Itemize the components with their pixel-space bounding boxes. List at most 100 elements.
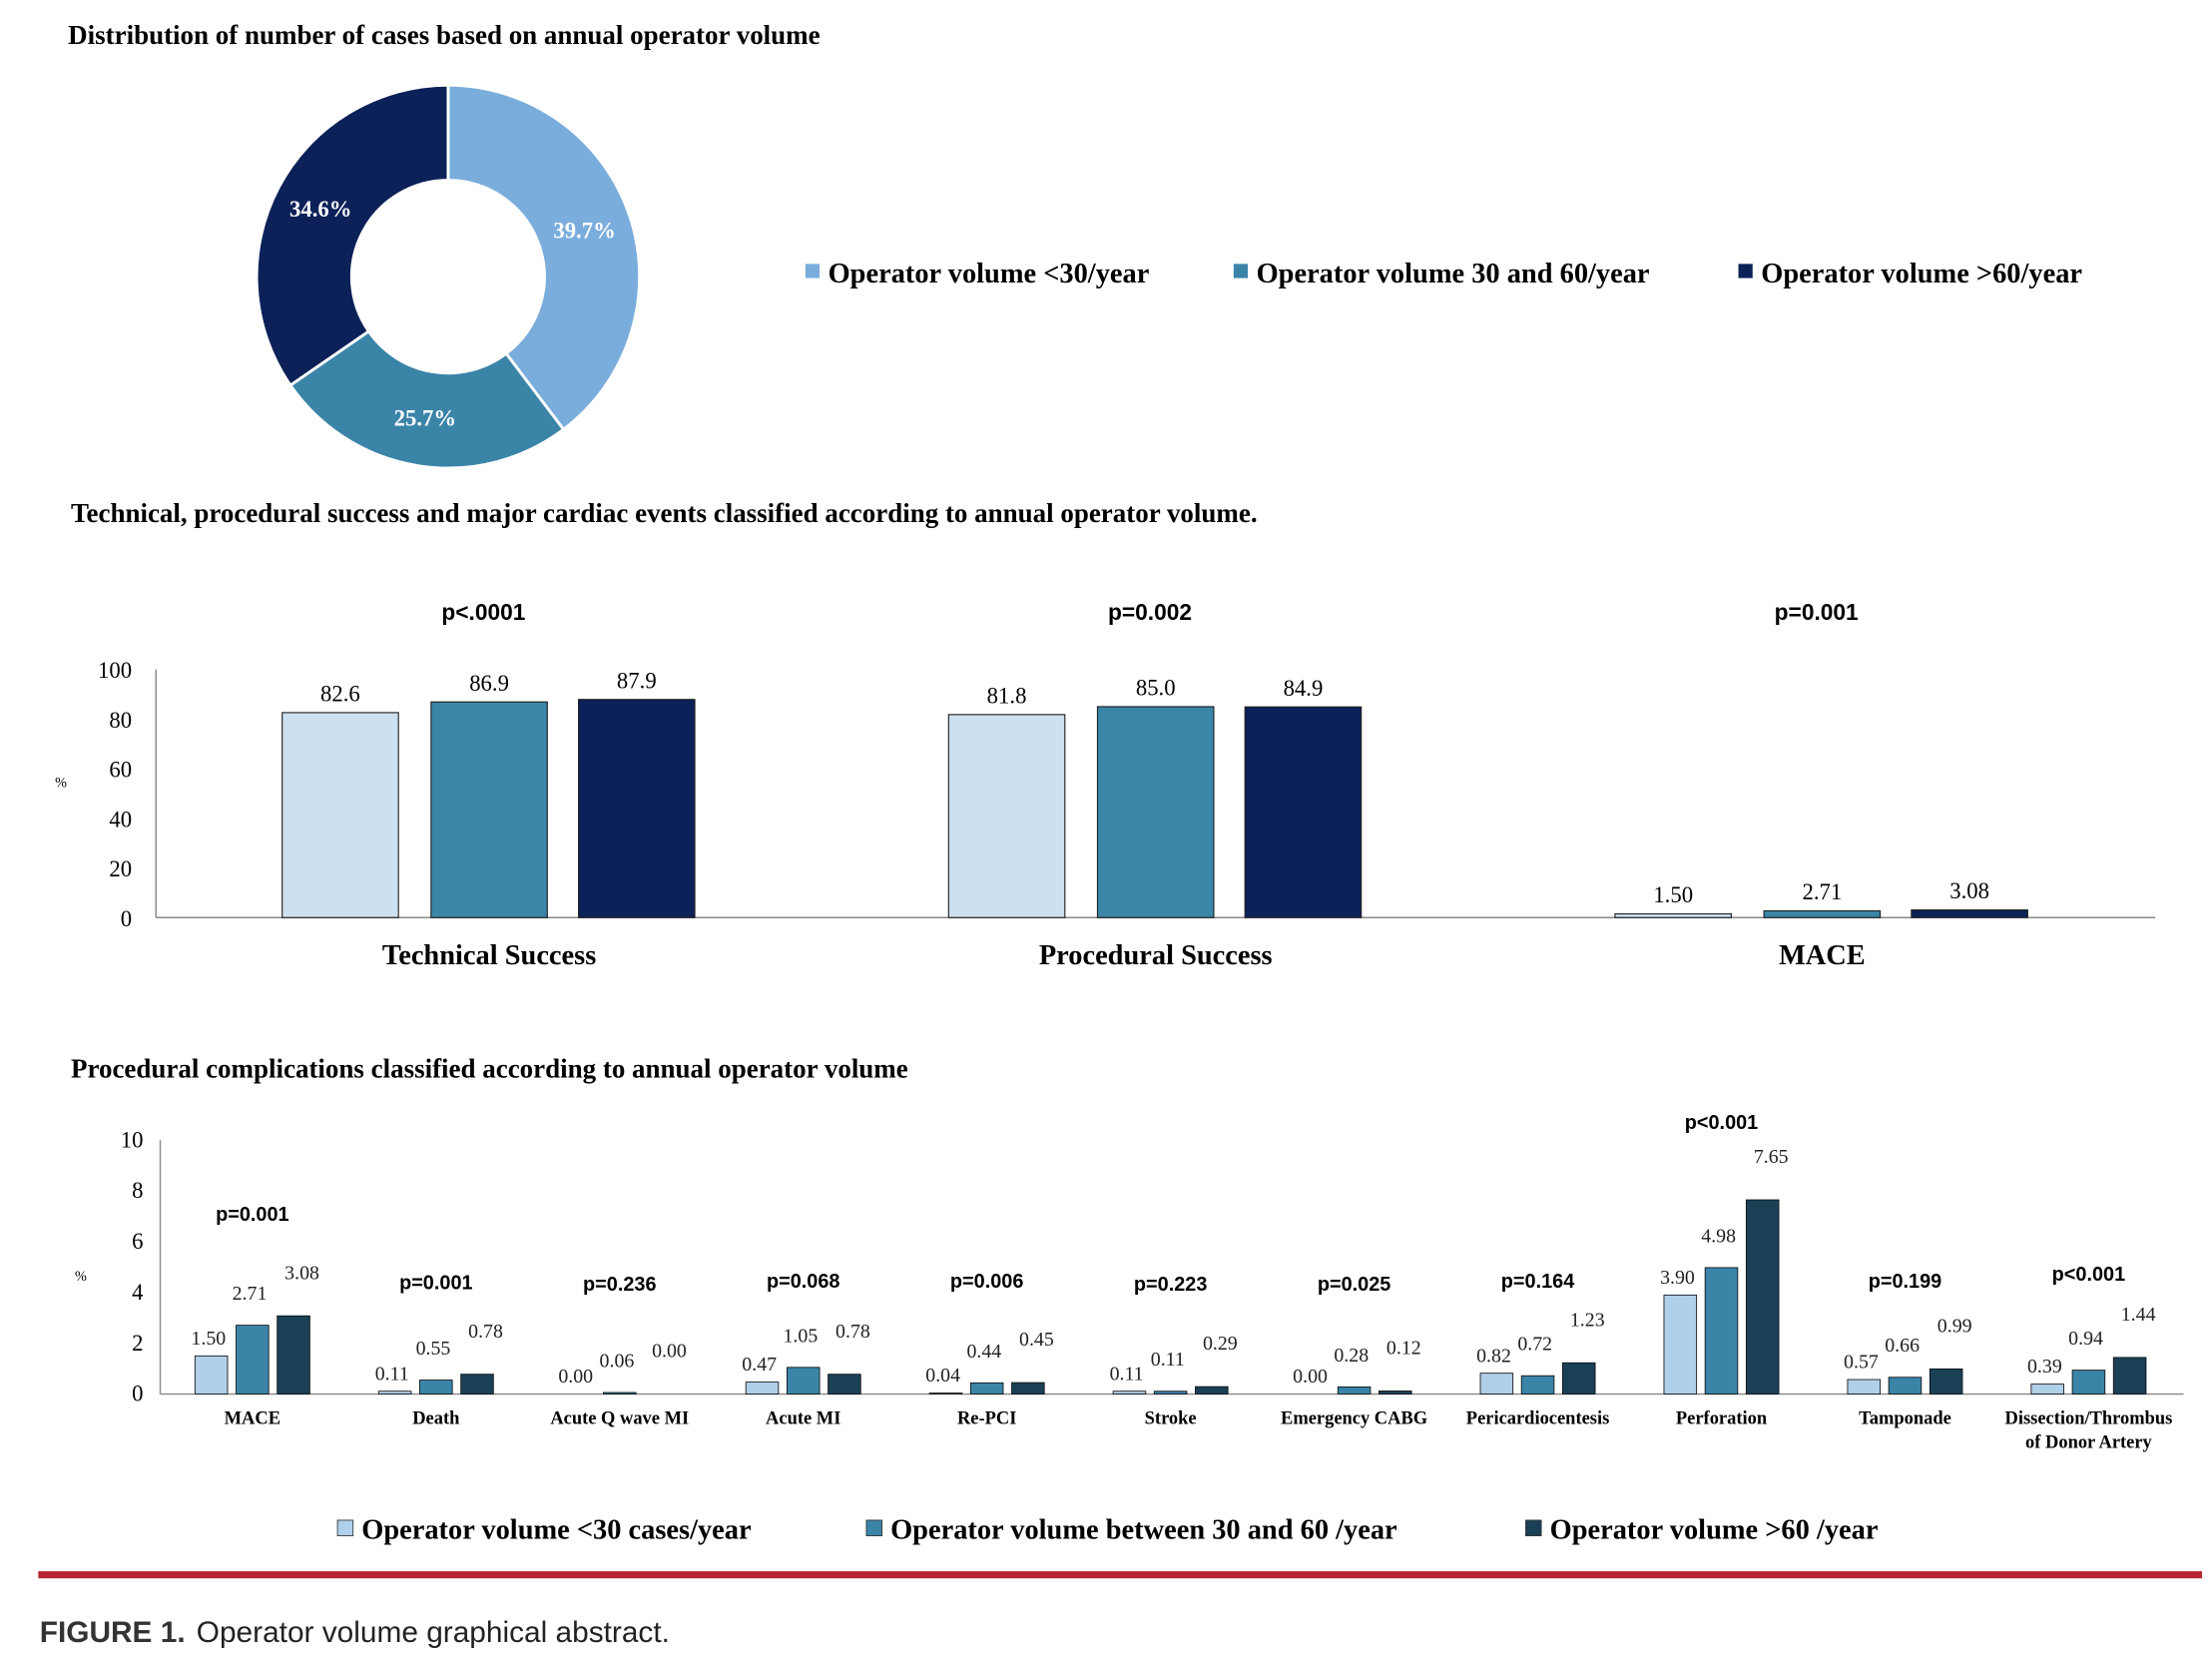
category-label: Procedural Success — [1039, 940, 1273, 971]
data-label: 0.06 — [600, 1350, 635, 1372]
category-label: Acute MI — [766, 1407, 840, 1427]
data-label: 0.78 — [468, 1321, 503, 1343]
bar — [786, 1367, 821, 1394]
category-label: Death — [412, 1407, 459, 1427]
data-label: 1.23 — [1570, 1309, 1605, 1331]
bar — [745, 1382, 780, 1394]
category-label: Emergency CABG — [1281, 1407, 1427, 1427]
slice-label: 34.6% — [289, 197, 351, 222]
bar — [828, 1374, 861, 1394]
bar — [276, 1315, 310, 1394]
success-chart-title: Technical, procedural success and major … — [71, 498, 1258, 528]
donut-legend: Operator volume <30/year Operator volume … — [805, 259, 2082, 289]
p-value-label: p=0.164 — [1501, 1271, 1574, 1293]
p-value-label: p<.0001 — [441, 599, 525, 625]
data-label: 0.28 — [1334, 1345, 1369, 1367]
data-label: 3.08 — [1949, 878, 1989, 903]
p-value-label: p=0.236 — [583, 1274, 656, 1296]
data-label: 85.0 — [1136, 676, 1176, 701]
bar — [2030, 1384, 2064, 1394]
bar — [1614, 912, 1733, 918]
category-label: MACE — [1779, 940, 1866, 971]
y-tick-label: 100 — [98, 658, 132, 683]
legend-label: Operator volume <30/year — [829, 259, 1150, 289]
data-label: 0.94 — [2068, 1328, 2103, 1350]
bar — [1011, 1382, 1045, 1394]
bar — [1704, 1267, 1739, 1394]
data-label: 4.98 — [1701, 1225, 1736, 1247]
y-tick-label: 80 — [109, 708, 132, 733]
data-label: 0.12 — [1386, 1338, 1421, 1360]
data-label: 0.11 — [1110, 1363, 1144, 1385]
bar — [1195, 1386, 1229, 1394]
legend-swatch — [1233, 264, 1249, 278]
data-label: 0.45 — [1019, 1329, 1054, 1351]
p-value-label: p=0.001 — [1775, 599, 1859, 625]
category-label: Stroke — [1145, 1407, 1197, 1427]
data-label: 0.00 — [652, 1341, 687, 1363]
data-label: 0.00 — [558, 1366, 593, 1388]
data-label: 0.57 — [1844, 1352, 1879, 1374]
bar — [1847, 1379, 1882, 1394]
bar — [1479, 1373, 1514, 1394]
y-tick-label: 4 — [132, 1280, 143, 1305]
bar — [1112, 1390, 1147, 1394]
y-tick-label: 6 — [132, 1229, 143, 1254]
donut-slice — [446, 83, 642, 432]
legend-swatch — [1525, 1519, 1542, 1537]
donut-title: Distribution of number of cases based on… — [68, 20, 820, 50]
donut-slice — [287, 328, 566, 470]
legend-label: Operator volume >60 /year — [1550, 1514, 1879, 1545]
y-tick-label: 40 — [109, 807, 132, 832]
bar — [928, 1392, 963, 1394]
legend-label: Operator volume between 30 and 60 /year — [890, 1514, 1397, 1545]
p-value-label: p<0.001 — [1685, 1112, 1758, 1134]
complications-bar-chart: 0 2 4 6 8 10% MACE p=0.001 1.50 2.71 3.08 Death p=0.… — [75, 1112, 2184, 1452]
data-label: 1.50 — [191, 1328, 226, 1350]
data-label: 0.44 — [966, 1341, 1001, 1363]
data-label: 0.47 — [742, 1354, 777, 1376]
data-label: 0.04 — [925, 1365, 960, 1387]
y-tick-label: 60 — [109, 758, 132, 783]
bar — [194, 1355, 229, 1394]
bar — [1763, 909, 1882, 918]
data-label: 7.65 — [1754, 1146, 1789, 1168]
bar — [1379, 1390, 1412, 1394]
category-label: Acute Q wave MI — [550, 1407, 689, 1427]
data-label: 0.00 — [1293, 1366, 1328, 1388]
data-label: 0.39 — [2027, 1356, 2062, 1378]
bar — [1663, 1294, 1698, 1394]
p-value-label: p=0.006 — [950, 1271, 1023, 1293]
bar — [419, 1380, 453, 1394]
divider-rule — [38, 1571, 2203, 1579]
data-label: 0.78 — [835, 1321, 870, 1343]
y-tick-label: 0 — [121, 906, 132, 931]
category-label: Dissection/Thrombus — [2005, 1407, 2173, 1427]
p-value-label: p=0.002 — [1108, 599, 1192, 625]
p-value-label: p<0.001 — [2052, 1264, 2125, 1286]
bar — [1911, 909, 2028, 918]
legend-label: Operator volume <30 cases/year — [361, 1514, 751, 1545]
y-axis-label: % — [75, 1269, 87, 1285]
data-label: 1.50 — [1653, 882, 1693, 907]
y-tick-label: 2 — [132, 1331, 143, 1356]
p-value-label: p=0.223 — [1134, 1274, 1207, 1296]
data-label: 2.71 — [233, 1283, 268, 1305]
data-label: 0.11 — [1151, 1349, 1185, 1371]
category-label: Perforation — [1676, 1407, 1767, 1427]
bar — [430, 701, 548, 918]
category-label: Pericardiocentesis — [1466, 1407, 1609, 1427]
data-label: 0.82 — [1476, 1345, 1511, 1367]
bar — [2112, 1357, 2147, 1394]
data-label: 82.6 — [320, 682, 360, 707]
data-label: 2.71 — [1802, 879, 1842, 904]
slice-label: 39.7% — [553, 218, 615, 243]
slice-label: 25.7% — [394, 406, 456, 431]
data-label: 87.9 — [617, 668, 657, 693]
p-value-label: p=0.068 — [767, 1271, 839, 1293]
category-label: Technical Success — [382, 940, 596, 971]
y-axis-label: % — [55, 776, 67, 792]
data-label: 0.29 — [1203, 1333, 1238, 1355]
